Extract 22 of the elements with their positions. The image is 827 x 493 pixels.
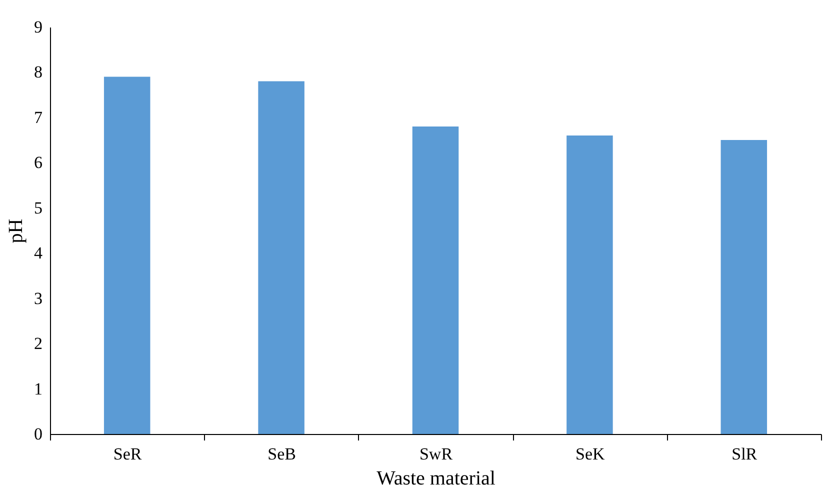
y-tick-label: 8 bbox=[34, 62, 42, 82]
bar bbox=[104, 76, 150, 434]
x-tick-label: SeB bbox=[268, 444, 296, 464]
y-tick-label: 1 bbox=[34, 379, 42, 398]
bar bbox=[566, 136, 613, 434]
bar bbox=[720, 140, 768, 434]
y-tick-label: 7 bbox=[34, 108, 43, 127]
x-axis-title: Waste material bbox=[376, 468, 496, 490]
y-tick-label: 3 bbox=[34, 288, 42, 308]
y-tick-label: 6 bbox=[34, 153, 42, 172]
x-tick-label: SeR bbox=[113, 444, 142, 464]
y-tick-label: 0 bbox=[34, 424, 42, 444]
x-tick-label: SwR bbox=[419, 444, 454, 464]
x-tick-label: SlR bbox=[732, 444, 758, 464]
bar bbox=[258, 81, 304, 434]
y-tick-label: 9 bbox=[34, 18, 42, 36]
x-tick-label: SeK bbox=[576, 444, 606, 464]
y-tick-label: 5 bbox=[34, 198, 42, 218]
bar bbox=[412, 126, 459, 434]
y-axis-title: pH bbox=[5, 218, 27, 244]
y-tick-label: 4 bbox=[34, 244, 43, 263]
y-tick-label: 2 bbox=[34, 334, 42, 354]
